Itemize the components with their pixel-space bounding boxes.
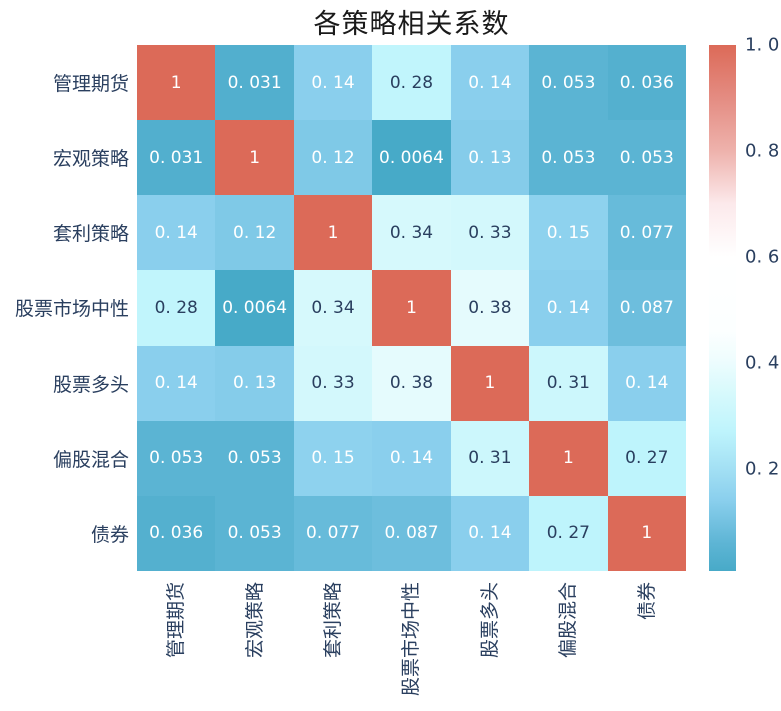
heatmap-cell: 0. 27 xyxy=(529,495,608,571)
heatmap-cell: 0. 14 xyxy=(450,45,530,121)
heatmap-cell: 1 xyxy=(607,495,686,571)
x-axis-label: 宏观策略 xyxy=(243,582,266,659)
x-axis-label: 债券 xyxy=(635,582,658,621)
heatmap-cell: 0. 036 xyxy=(607,45,686,121)
colorbar-tick-label: 0. 2 xyxy=(745,458,780,479)
heatmap-cell: 0. 33 xyxy=(450,195,530,271)
x-axis-label: 管理期货 xyxy=(165,582,188,659)
heatmap-cell: 0. 27 xyxy=(607,420,686,496)
heatmap-cell: 0. 14 xyxy=(372,420,451,496)
heatmap-cell: 0. 053 xyxy=(607,120,686,196)
heatmap-cell: 0. 15 xyxy=(529,195,608,271)
heatmap-cell: 0. 087 xyxy=(372,495,451,571)
heatmap-cell: 0. 14 xyxy=(137,195,216,271)
heatmap-cell: 1 xyxy=(215,120,294,196)
colorbar-tick-label: 0. 4 xyxy=(745,352,780,374)
heatmap-cell: 0. 14 xyxy=(293,45,373,121)
heatmap-cell: 0. 053 xyxy=(215,420,294,496)
heatmap-cell: 0. 31 xyxy=(529,345,608,421)
heatmap-cell: 0. 087 xyxy=(607,270,686,346)
heatmap-cell: 1 xyxy=(450,345,530,421)
y-axis-label: 股票多头 xyxy=(52,373,129,396)
heatmap-cell: 0. 053 xyxy=(529,45,608,121)
heatmap-cell: 1 xyxy=(293,195,373,271)
heatmap-cell: 0. 053 xyxy=(529,120,608,196)
y-axis-label: 偏股混合 xyxy=(52,448,129,471)
heatmap-cell: 0. 077 xyxy=(607,195,686,271)
heatmap-cell: 0. 031 xyxy=(137,120,216,196)
y-axis-label: 股票市场中性 xyxy=(14,298,129,321)
colorbar-tick-label: 0. 6 xyxy=(745,246,780,268)
heatmap-cell: 0. 28 xyxy=(137,270,216,346)
x-axis-label: 偏股混合 xyxy=(557,582,580,659)
heatmap-cell: 0. 036 xyxy=(137,495,216,571)
heatmap-cell: 0. 12 xyxy=(215,195,294,271)
heatmap-cell: 1 xyxy=(137,45,216,121)
x-axis-label: 套利策略 xyxy=(322,582,345,659)
y-axis-label: 管理期货 xyxy=(52,73,129,96)
heatmap-cell: 0. 031 xyxy=(215,45,294,121)
heatmap-cell: 0. 34 xyxy=(372,195,451,271)
x-axis-label: 股票市场中性 xyxy=(400,582,423,697)
x-axis-label: 股票多头 xyxy=(478,582,501,659)
y-axis-label: 宏观策略 xyxy=(52,148,129,171)
colorbar-tick-label: 1. 0 xyxy=(745,34,780,56)
heatmap-cell: 0. 28 xyxy=(372,45,451,121)
colorbar xyxy=(709,45,736,571)
heatmap-cell: 0. 053 xyxy=(137,420,216,496)
heatmap-cell: 0. 13 xyxy=(450,120,530,196)
colorbar-tick-label: 0. 8 xyxy=(745,140,780,162)
heatmap-cell: 0. 12 xyxy=(293,120,373,196)
chart-title: 各策略相关系数 xyxy=(313,9,510,40)
heatmap-cell: 0. 38 xyxy=(372,345,451,421)
heatmap-cell: 0. 14 xyxy=(137,345,216,421)
heatmap-cell: 0. 38 xyxy=(450,270,530,346)
heatmap-cell: 1 xyxy=(372,270,451,346)
y-axis-label: 套利策略 xyxy=(52,223,129,246)
heatmap-cell: 0. 14 xyxy=(607,345,686,421)
heatmap-cell: 0. 34 xyxy=(293,270,373,346)
heatmap-cell: 0. 0064 xyxy=(372,120,451,196)
heatmap-cell: 0. 31 xyxy=(450,420,530,496)
heatmap-cell: 0. 0064 xyxy=(215,270,294,346)
heatmap-cell: 0. 33 xyxy=(293,345,373,421)
heatmap-cell: 0. 053 xyxy=(215,495,294,571)
y-axis-label: 债券 xyxy=(90,523,129,546)
heatmap-cell: 0. 077 xyxy=(293,495,373,571)
heatmap-cell: 0. 14 xyxy=(450,495,530,571)
heatmap-cell: 0. 14 xyxy=(529,270,608,346)
heatmap-grid: 1 0. 031 0. 14 0. 28 0. 14 0. 053 0. 036 0. 031… xyxy=(137,45,686,571)
heatmap-cell: 0. 15 xyxy=(293,420,373,496)
heatmap-cell: 1 xyxy=(529,420,608,496)
heatmap-cell: 0. 13 xyxy=(215,345,294,421)
